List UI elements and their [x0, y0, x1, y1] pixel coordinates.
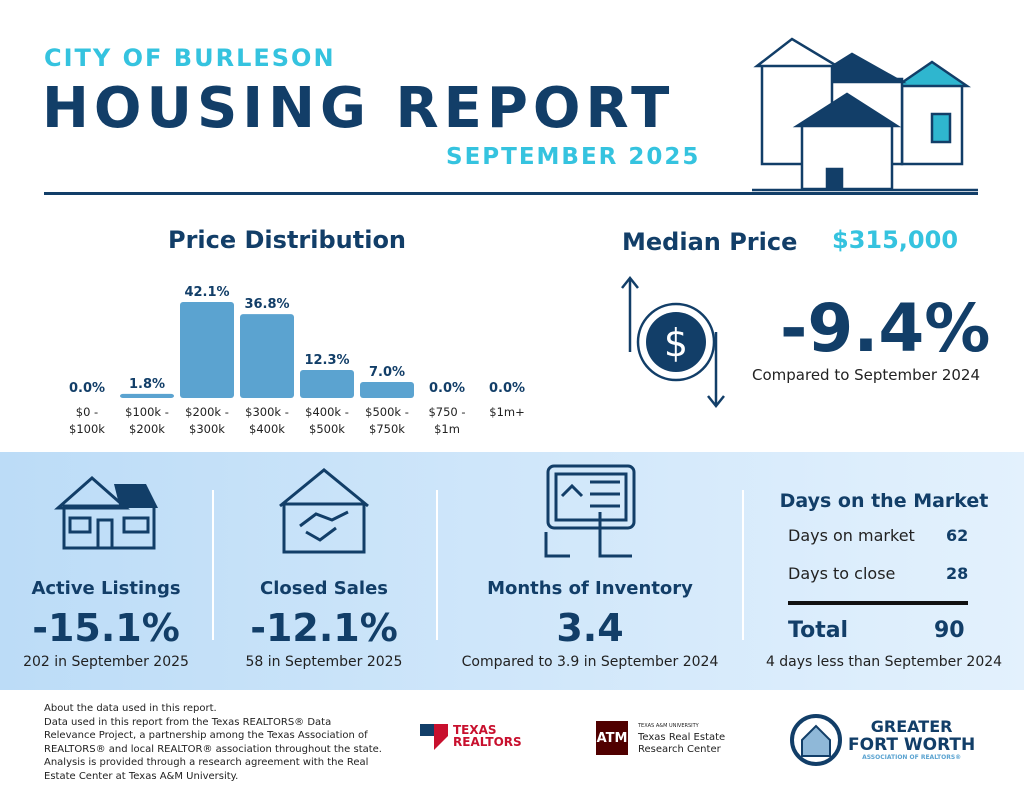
texas-realtors-logo: TEXAS REALTORS: [420, 722, 522, 750]
dom-row-label: Days on market: [788, 526, 915, 545]
logo-text: REALTORS: [453, 735, 522, 749]
bar: [300, 369, 354, 398]
category-label: $200k: [129, 422, 165, 436]
bar: [180, 302, 234, 398]
category-label: $0 -: [76, 405, 98, 419]
category-label: $100k -: [125, 405, 169, 419]
dom-note: 4 days less than September 2024: [765, 654, 1003, 670]
closed-sales-value: -12.1%: [250, 606, 398, 650]
category-label: $1m: [434, 422, 460, 436]
category-label: $500k: [309, 422, 345, 436]
category-label: $100k: [69, 422, 105, 436]
data-label: 0.0%: [69, 381, 105, 396]
category-label: $750k: [369, 422, 405, 436]
divider: [742, 490, 744, 640]
texas-realtors-mark-icon: [420, 724, 448, 750]
category-label: $750 -: [428, 405, 465, 419]
data-label: 7.0%: [369, 365, 405, 380]
report-subtitle: CITY OF BURLESON: [44, 44, 336, 72]
dom-row-label: Days to close: [788, 564, 896, 583]
report-title: HOUSING REPORT: [42, 76, 675, 141]
footer-heading: About the data used in this report.: [44, 703, 217, 714]
data-label: 1.8%: [129, 377, 165, 392]
category-label: $400k: [249, 422, 285, 436]
category-label: $1m+: [489, 405, 524, 419]
category-label: $400k -: [305, 405, 349, 419]
tamu-mark-icon: ATM: [596, 721, 628, 755]
data-label: 0.0%: [429, 381, 465, 396]
median-price-compare: Compared to September 2024: [752, 366, 981, 384]
months-inventory-label: Months of Inventory: [487, 578, 693, 599]
tamu-logo: ATM TEXAS A&M UNIVERSITY Texas Real Estat…: [596, 720, 725, 756]
bar: [360, 382, 414, 398]
dollar-change-icon: $: [621, 275, 725, 409]
months-inventory-value: 3.4: [556, 606, 624, 650]
tablet-hands-icon: [544, 464, 636, 558]
logo-text: Texas Real Estate: [638, 732, 726, 743]
gfw-logo: GREATER FORT WORTH ASSOCIATION OF REALTORS…: [790, 714, 975, 766]
dom-title: Days on the Market: [779, 490, 989, 512]
data-label: 42.1%: [184, 285, 229, 300]
closed-sales-note: 58 in September 2025: [245, 654, 403, 670]
active-listings-note: 202 in September 2025: [23, 654, 189, 670]
logo-text: Research Center: [638, 744, 721, 755]
handshake-house-icon: [279, 468, 369, 554]
dom-row-value: 28: [946, 564, 969, 583]
median-price-label: Median Price: [622, 228, 798, 256]
category-label: $500k -: [365, 405, 409, 419]
divider: [436, 490, 438, 640]
dom-total-label: Total: [788, 618, 849, 643]
bar: [120, 393, 174, 398]
dom-row-value: 62: [946, 526, 969, 545]
logo-text: TEXAS A&M UNIVERSITY: [638, 723, 699, 729]
active-listings-label: Active Listings: [31, 578, 181, 599]
report-month: SEPTEMBER 2025: [446, 144, 701, 170]
data-label: 0.0%: [489, 381, 525, 396]
logo-text: GREATER: [870, 717, 953, 736]
bar: [240, 314, 294, 398]
category-label: $200k -: [185, 405, 229, 419]
dom-total-rule: [788, 601, 968, 605]
logo-text: TEXAS: [453, 723, 497, 737]
houses-illustration-icon: [752, 37, 978, 192]
median-price-change: -9.4%: [780, 290, 991, 367]
logo-text: FORT WORTH: [848, 735, 976, 755]
data-label: 36.8%: [244, 297, 289, 312]
footer-about: About the data used in this report. Data …: [44, 702, 384, 783]
price-distribution-chart: 0.0% $0 - $100k 1.8% $100k - $200k 42.1% $200k …: [69, 285, 525, 436]
category-label: $300k: [189, 422, 225, 436]
logo-text: ASSOCIATION OF REALTORS®: [862, 754, 962, 761]
gfw-mark-icon: [790, 714, 842, 766]
dom-total-value: 90: [934, 618, 965, 643]
house-icon: [54, 475, 158, 550]
active-listings-value: -15.1%: [32, 606, 180, 650]
median-price-value: $315,000: [832, 226, 959, 254]
footer-text: Data used in this report from the Texas …: [44, 716, 382, 782]
months-inventory-note: Compared to 3.9 in September 2024: [461, 654, 719, 670]
category-label: $300k -: [245, 405, 289, 419]
header-divider: [44, 192, 978, 195]
chart-title: Price Distribution: [168, 226, 407, 254]
closed-sales-label: Closed Sales: [259, 578, 389, 599]
stats-band: [0, 452, 1024, 690]
data-label: 12.3%: [304, 353, 349, 368]
divider: [212, 490, 214, 640]
svg-text:$: $: [664, 321, 688, 365]
